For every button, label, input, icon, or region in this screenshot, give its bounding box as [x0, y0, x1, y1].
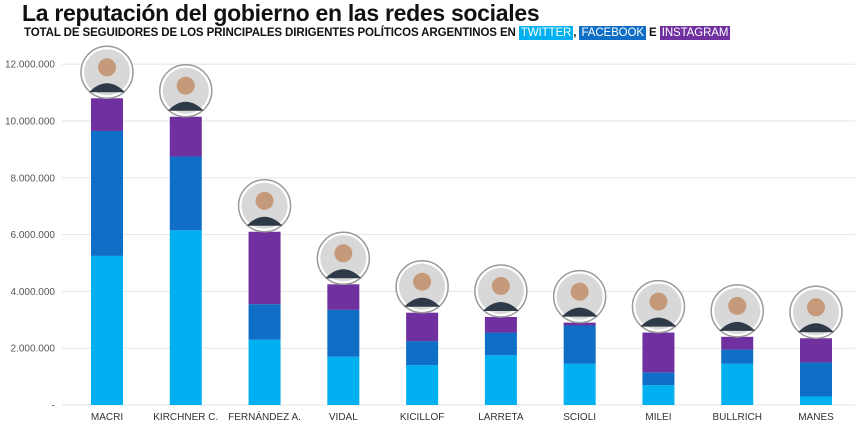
legend-twitter: TWITTER [518, 26, 574, 40]
bar-segment-facebook [406, 341, 439, 366]
subtitle-prefix: TOTAL DE SEGUIDORES DE LOS PRINCIPALES D… [24, 27, 516, 39]
subtitle-separator-2: E [649, 27, 657, 39]
bar-segment-twitter [800, 396, 832, 405]
x-category-label: BULLRICH [712, 412, 761, 423]
avatar [80, 45, 134, 100]
x-category-label: KIRCHNER C. [153, 412, 218, 423]
x-category-label: SCIOLI [563, 412, 596, 423]
avatar [474, 264, 528, 318]
bar-segment-instagram [248, 231, 281, 305]
bar-segment-instagram [406, 312, 439, 342]
avatar [710, 284, 764, 338]
avatar [316, 231, 371, 286]
bar-segment-twitter [642, 385, 675, 405]
bar-segment-instagram [563, 322, 596, 326]
y-tick-label: 2.000.000 [11, 344, 56, 355]
chart-title: La reputación del gobierno en las redes … [22, 0, 540, 26]
bar-segment-facebook [800, 362, 832, 397]
x-category-label: KICILLOF [400, 412, 444, 423]
bar-segment-twitter [406, 365, 439, 405]
bar-segment-instagram [721, 336, 754, 350]
y-tick-label: 6.000.000 [11, 230, 56, 241]
legend-instagram: INSTAGRAM [659, 26, 731, 40]
bar-segment-facebook [721, 349, 754, 364]
bar-segment-twitter [91, 255, 123, 405]
chart-subtitle: TOTAL DE SEGUIDORES DE LOS PRINCIPALES D… [24, 26, 731, 40]
avatar [631, 279, 686, 334]
bar-segment-facebook [484, 332, 517, 356]
bar-segment-instagram [642, 332, 675, 373]
legend-facebook: FACEBOOK [579, 26, 646, 40]
x-category-label: VIDAL [329, 412, 358, 423]
bar-segment-instagram [327, 284, 360, 310]
avatar [237, 179, 292, 233]
subtitle-separator-1: , [573, 27, 577, 39]
bar-segment-facebook [327, 309, 360, 357]
bar-segment-facebook [169, 156, 202, 231]
avatar [789, 285, 843, 340]
bar-segment-twitter [327, 356, 360, 405]
bar-segment-facebook [563, 325, 596, 364]
x-category-label: MILEI [645, 412, 671, 423]
bar-segment-facebook [642, 372, 675, 386]
y-tick-label: 4.000.000 [11, 287, 56, 298]
y-tick-label: 10.000.000 [5, 117, 55, 128]
bar-segment-instagram [91, 98, 123, 131]
y-tick-label: - [52, 401, 55, 412]
x-category-label: LARRETA [478, 412, 524, 423]
bar-segment-facebook [248, 304, 281, 340]
avatar [552, 269, 607, 324]
y-tick-label: 8.000.000 [11, 173, 56, 184]
x-category-label: MANES [798, 412, 834, 423]
bar-segment-facebook [91, 130, 123, 256]
bar-segment-twitter [169, 230, 202, 405]
x-category-label: MACRI [91, 412, 123, 423]
avatar [159, 63, 213, 118]
x-category-label: FERNÁNDEZ A. [228, 410, 301, 423]
bar-segment-twitter [563, 363, 596, 405]
bar-segment-instagram [484, 316, 517, 333]
y-tick-label: 12.000.000 [5, 60, 55, 71]
bar-segment-twitter [721, 363, 754, 405]
bar-segment-twitter [484, 355, 517, 405]
bar-segment-instagram [800, 338, 832, 363]
avatar [395, 259, 449, 314]
bar-segment-instagram [169, 116, 202, 157]
bar-segment-twitter [248, 339, 281, 405]
